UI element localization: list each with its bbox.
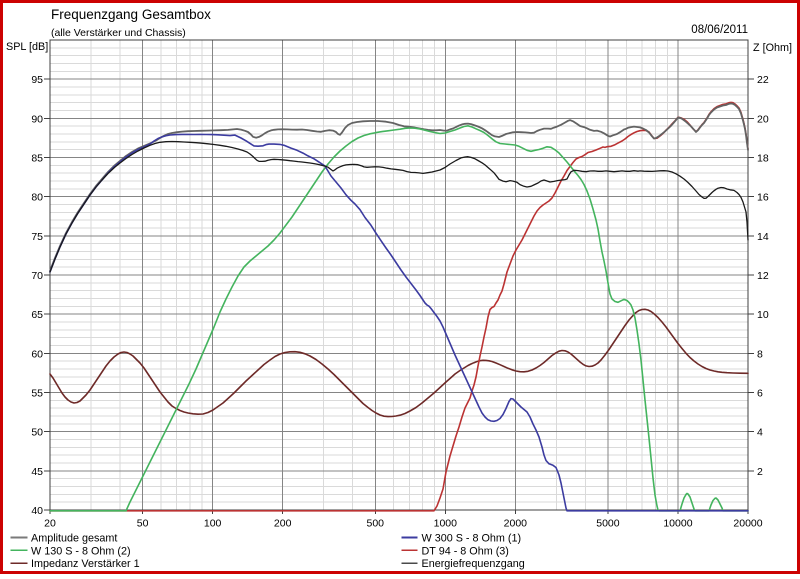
svg-text:40: 40 xyxy=(31,505,43,517)
svg-text:95: 95 xyxy=(31,74,43,86)
svg-text:22: 22 xyxy=(757,74,769,86)
svg-text:10: 10 xyxy=(757,309,769,321)
svg-text:8: 8 xyxy=(757,348,763,360)
svg-text:80: 80 xyxy=(31,192,43,204)
svg-text:Frequenzgang Gesamtbox: Frequenzgang Gesamtbox xyxy=(51,7,211,22)
svg-text:18: 18 xyxy=(757,153,769,165)
svg-text:4: 4 xyxy=(757,427,763,439)
svg-text:100: 100 xyxy=(204,518,222,530)
svg-text:45: 45 xyxy=(31,466,43,478)
svg-text:50: 50 xyxy=(31,427,43,439)
svg-text:500: 500 xyxy=(366,518,384,530)
svg-text:Impedanz Verstärker 1: Impedanz Verstärker 1 xyxy=(31,558,140,570)
svg-text:20: 20 xyxy=(44,518,56,530)
svg-text:85: 85 xyxy=(31,153,43,165)
svg-text:12: 12 xyxy=(757,270,769,282)
svg-text:50: 50 xyxy=(137,518,149,530)
svg-text:Energiefrequenzgang: Energiefrequenzgang xyxy=(422,558,525,570)
svg-text:200: 200 xyxy=(274,518,292,530)
svg-text:Amplitude gesamt: Amplitude gesamt xyxy=(31,533,117,545)
svg-text:75: 75 xyxy=(31,231,43,243)
svg-text:08/06/2011: 08/06/2011 xyxy=(691,24,748,36)
svg-text:6: 6 xyxy=(757,388,763,400)
svg-text:Z [Ohm]: Z [Ohm] xyxy=(753,42,792,54)
svg-text:2000: 2000 xyxy=(504,518,528,530)
svg-text:90: 90 xyxy=(31,113,43,125)
svg-text:20: 20 xyxy=(757,113,769,125)
svg-text:2: 2 xyxy=(757,466,763,478)
svg-text:5000: 5000 xyxy=(596,518,620,530)
svg-text:16: 16 xyxy=(757,192,769,204)
svg-text:65: 65 xyxy=(31,309,43,321)
svg-text:20000: 20000 xyxy=(733,518,762,530)
svg-text:W 300 S - 8 Ohm (1): W 300 S - 8 Ohm (1) xyxy=(422,533,522,545)
svg-text:1000: 1000 xyxy=(434,518,458,530)
svg-text:DT 94 - 8 Ohm (3): DT 94 - 8 Ohm (3) xyxy=(422,545,509,557)
svg-text:10000: 10000 xyxy=(663,518,692,530)
svg-text:60: 60 xyxy=(31,348,43,360)
svg-text:14: 14 xyxy=(757,231,769,243)
svg-text:55: 55 xyxy=(31,388,43,400)
svg-text:SPL [dB]: SPL [dB] xyxy=(6,41,48,53)
svg-text:(alle Verstärker und Chassis): (alle Verstärker und Chassis) xyxy=(51,27,186,39)
svg-text:W 130 S - 8 Ohm (2): W 130 S - 8 Ohm (2) xyxy=(31,545,131,557)
svg-text:70: 70 xyxy=(31,270,43,282)
